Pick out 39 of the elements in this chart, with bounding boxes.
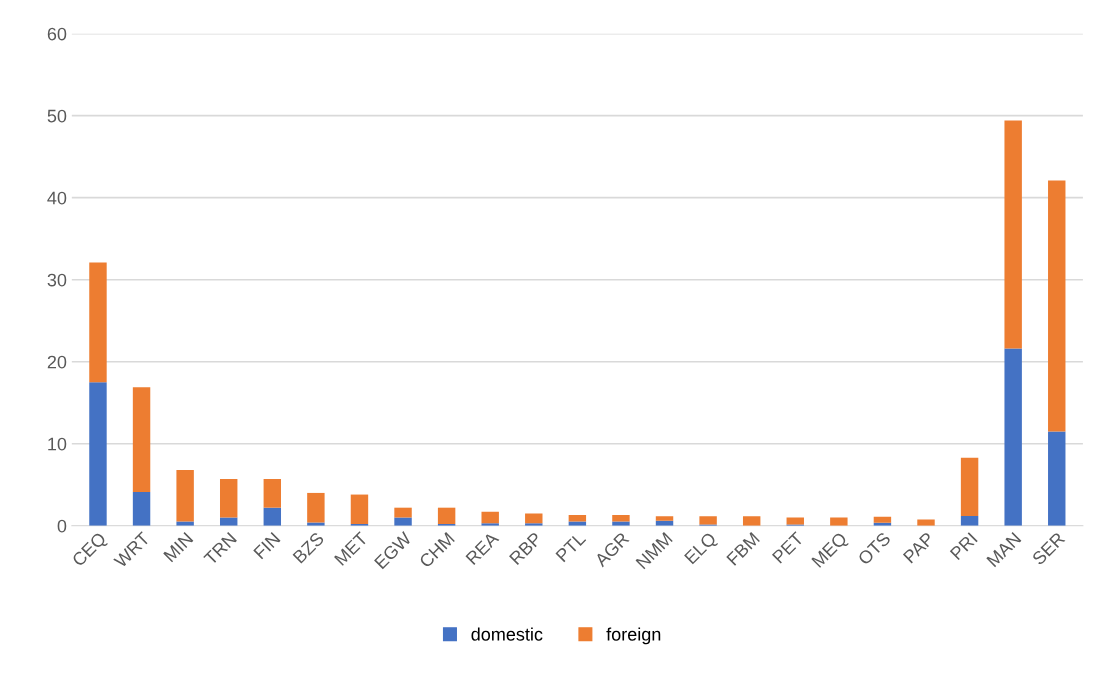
bar	[132, 387, 151, 493]
y-tick-label: 10	[48, 437, 67, 451]
bar	[742, 516, 761, 526]
bar	[263, 507, 282, 526]
y-tick-label: 40	[47, 191, 67, 205]
y-tick-label: 0	[57, 519, 67, 533]
bar	[220, 478, 238, 518]
y-tick-label: 50	[47, 109, 67, 123]
y-tick-label: 60	[47, 27, 67, 41]
y-tick-label: 20	[47, 355, 67, 369]
x-tick-label: FIN	[253, 532, 281, 560]
bar	[89, 262, 107, 383]
bar	[132, 492, 151, 526]
legend-label: domestic	[471, 627, 543, 641]
bar	[655, 516, 674, 521]
bar	[307, 492, 325, 523]
y-tick-label: 30	[47, 273, 67, 287]
x-tick-label: PTL	[555, 531, 587, 563]
bar	[873, 516, 892, 523]
bar	[1048, 431, 1066, 526]
bar	[699, 516, 717, 525]
bar	[263, 478, 282, 508]
bar	[568, 515, 587, 522]
bar	[481, 511, 499, 524]
x-tick-label: PRI	[949, 532, 978, 561]
x-tick-label: MIN	[163, 532, 194, 563]
bar	[307, 522, 325, 526]
bar	[89, 382, 107, 526]
bar	[437, 507, 456, 525]
bar	[176, 469, 194, 522]
bar	[525, 513, 543, 524]
legend-label: foreign	[606, 627, 661, 645]
bar	[960, 457, 979, 516]
bar	[350, 494, 369, 525]
bar	[1004, 348, 1022, 526]
bar	[1004, 120, 1022, 349]
bar	[1048, 180, 1066, 432]
bar	[612, 515, 630, 522]
bar	[394, 507, 412, 518]
